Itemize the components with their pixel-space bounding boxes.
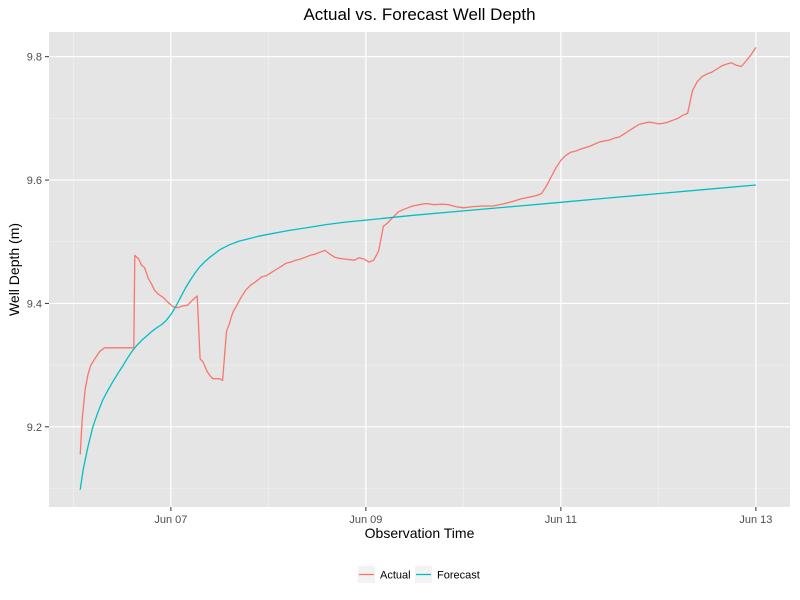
x-axis-title: Observation Time (365, 525, 475, 541)
legend: Actual Forecast (358, 566, 480, 583)
y-axis-title: Well Depth (m) (6, 223, 22, 316)
y-tick-label-3: 9.8 (27, 52, 42, 64)
tick-labels: Jun 07 Jun 09 Jun 11 Jun 13 9.2 9.4 9.6 9.8 (27, 52, 773, 526)
y-tick-label-2: 9.6 (27, 175, 42, 187)
series-line-actual (79, 47, 757, 455)
x-tick-label-1: Jun 09 (349, 514, 382, 526)
legend-label-actual: Actual (380, 570, 411, 582)
plot-panel (49, 32, 790, 507)
series-line-forecast (79, 184, 756, 490)
x-tick-label-3: Jun 13 (739, 514, 772, 526)
series-layer (79, 47, 757, 490)
x-tick-label-2: Jun 11 (545, 514, 577, 526)
y-tick-label-1: 9.4 (27, 298, 42, 310)
y-tick-label-0: 9.2 (27, 422, 42, 434)
grid-minor (49, 32, 790, 507)
x-tick-label-0: Jun 07 (154, 514, 187, 526)
grid-major (49, 32, 790, 507)
legend-label-forecast: Forecast (437, 570, 480, 582)
chart-title: Actual vs. Forecast Well Depth (303, 5, 535, 24)
axis-ticks (45, 56, 757, 511)
